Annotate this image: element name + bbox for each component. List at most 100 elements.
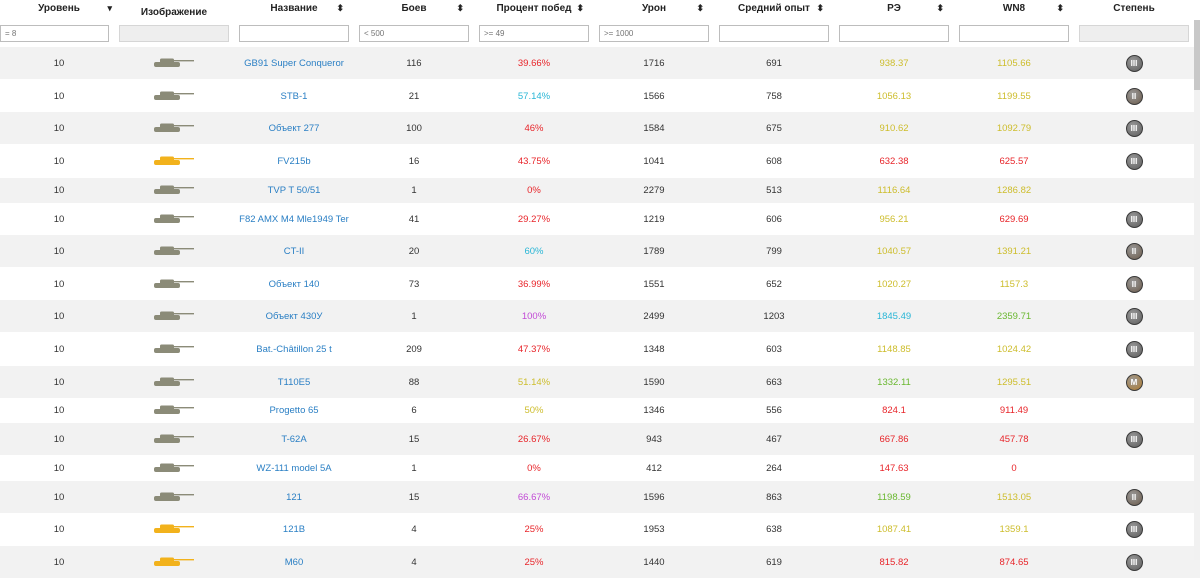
filter-input-winrate[interactable] [479, 25, 589, 42]
column-header-winrate[interactable]: Процент побед ⬍ [478, 0, 590, 22]
winrate-cell: 47.37% [517, 343, 551, 355]
damage-cell: 2499 [643, 310, 665, 322]
chevron-down-icon[interactable]: ▾ [107, 3, 112, 13]
tank-name-link[interactable]: T110E5 [277, 376, 311, 388]
tank-name-link[interactable]: M60 [284, 556, 304, 568]
wn8-cell: 1092.79 [996, 122, 1032, 134]
tank-name-link[interactable]: Объект 277 [268, 122, 320, 134]
sort-icon[interactable]: ⬍ [576, 3, 584, 13]
battles-cell: 15 [408, 491, 420, 503]
column-header-re[interactable]: РЭ ⬍ [838, 0, 950, 22]
tank-name-link[interactable]: STB-1 [280, 90, 308, 102]
filter-input-re[interactable] [839, 25, 949, 42]
sort-icon[interactable]: ⬍ [456, 3, 464, 13]
filter-input-battles[interactable] [359, 25, 469, 42]
column-header-avg-exp[interactable]: Средний опыт ⬍ [718, 0, 830, 22]
column-header-name[interactable]: Название ⬍ [238, 0, 350, 22]
winrate-cell: 57.14% [517, 90, 551, 102]
re-rating-cell: 1198.59 [877, 491, 911, 503]
table-row: 10 Объект 277 100 46% 1584 675 910.62 1092.79 II… [0, 112, 1200, 144]
sort-icon[interactable]: ⬍ [1056, 3, 1064, 13]
scrollbar-thumb[interactable] [1194, 20, 1200, 90]
filter-input-avg-exp[interactable] [719, 25, 829, 42]
sort-icon[interactable]: ⬍ [816, 3, 824, 13]
column-header-wn8[interactable]: WN8 ⬍ [958, 0, 1070, 22]
level-cell: 10 [53, 556, 65, 568]
column-header-label: Средний опыт [738, 3, 810, 14]
avg-exp-cell: 675 [766, 122, 782, 134]
tank-icon [152, 244, 196, 259]
tank-name-link[interactable]: FV215b [277, 155, 311, 167]
avg-exp-cell: 603 [766, 343, 782, 355]
mastery-badge-icon: II [1125, 242, 1143, 260]
tank-image-cell [118, 423, 230, 455]
damage-cell: 1590 [643, 376, 665, 388]
table-row: 10 TVP T 50/51 1 0% 2279 513 1116.64 1286.82 [0, 178, 1200, 203]
level-cell: 10 [53, 213, 65, 225]
damage-cell: 943 [646, 433, 662, 445]
column-header-label: Название [270, 3, 318, 14]
tank-name-link[interactable]: WZ-111 model 5A [256, 463, 332, 474]
tank-image-cell [118, 333, 230, 365]
battles-cell: 21 [408, 90, 420, 102]
scrollbar-track[interactable] [1194, 20, 1200, 560]
tank-name-link[interactable]: CT-II [283, 245, 305, 257]
tank-image-cell [118, 47, 230, 79]
re-rating-cell: 824.1 [882, 405, 906, 416]
sort-icon[interactable]: ⬍ [696, 3, 704, 13]
damage-cell: 1041 [643, 155, 665, 167]
filter-input-wn8[interactable] [959, 25, 1069, 42]
tank-icon [152, 309, 196, 324]
wn8-cell: 1391.21 [996, 245, 1032, 257]
tank-image-cell [118, 112, 230, 144]
damage-cell: 1346 [643, 405, 665, 416]
tank-name-link[interactable]: 121 [286, 491, 302, 503]
battles-cell: 209 [406, 343, 422, 355]
column-header-level[interactable]: Уровень ▾ [0, 0, 118, 22]
column-header-battles[interactable]: Боев ⬍ [358, 0, 470, 22]
tank-icon [152, 403, 196, 418]
mastery-badge-icon: III [1125, 430, 1143, 448]
filter-input-name[interactable] [239, 25, 349, 42]
filter-input-level[interactable] [0, 25, 109, 42]
damage-cell: 1953 [643, 523, 665, 535]
filter-input-damage[interactable] [599, 25, 709, 42]
tank-image-cell [118, 203, 230, 235]
battles-cell: 1 [411, 463, 417, 474]
column-header-badge[interactable]: Степень [1078, 0, 1190, 22]
column-header-damage[interactable]: Урон ⬍ [598, 0, 710, 22]
tank-image-cell [118, 300, 230, 332]
table-row: 10 STB-1 21 57.14% 1566 758 1056.13 1199.55 II [0, 80, 1200, 112]
tank-name-link[interactable]: Progetto 65 [269, 405, 319, 416]
tank-name-link[interactable]: Объект 140 [268, 278, 320, 290]
sort-icon[interactable]: ⬍ [336, 3, 344, 13]
column-header-image[interactable]: Изображение [118, 0, 230, 22]
tank-icon [152, 183, 196, 198]
sort-icon[interactable]: ⬍ [936, 3, 944, 13]
table-row: 10 121B 4 25% 1953 638 1087.41 1359.1 III [0, 513, 1200, 545]
wn8-cell: 629.69 [999, 213, 1029, 225]
tank-name-link[interactable]: TVP T 50/51 [267, 185, 321, 196]
tank-name-link[interactable]: GB91 Super Conqueror [244, 57, 344, 69]
table-row: 10 Progetto 65 6 50% 1346 556 824.1 911.49 [0, 398, 1200, 423]
tank-name-link[interactable]: Объект 430У [265, 310, 323, 322]
wn8-cell: 0 [1011, 463, 1017, 474]
column-header-label: Процент побед [496, 3, 572, 14]
tank-icon [152, 89, 196, 104]
table-row: 10 T110E5 88 51.14% 1590 663 1332.11 1295.51 M [0, 366, 1200, 398]
mastery-badge-icon: II [1125, 488, 1143, 506]
tank-name-link[interactable]: Bat.-Châtillon 25 t [256, 343, 332, 355]
wn8-cell: 1359.1 [999, 523, 1029, 535]
tank-name-link[interactable]: T-62A [281, 433, 307, 445]
tank-name-link[interactable]: 121B [282, 523, 306, 535]
level-cell: 10 [53, 491, 65, 503]
tank-image-cell [118, 235, 230, 267]
wn8-cell: 1024.42 [996, 343, 1032, 355]
tank-icon [152, 154, 196, 169]
table-row: 10 T-62A 15 26.67% 943 467 667.86 457.78 III [0, 423, 1200, 455]
wn8-cell: 1513.05 [996, 491, 1032, 503]
avg-exp-cell: 467 [766, 433, 782, 445]
mastery-badge-icon: III [1125, 340, 1143, 358]
tank-name-link[interactable]: F82 AMX M4 Mle1949 Ter [239, 213, 349, 225]
winrate-cell: 26.67% [517, 433, 551, 445]
